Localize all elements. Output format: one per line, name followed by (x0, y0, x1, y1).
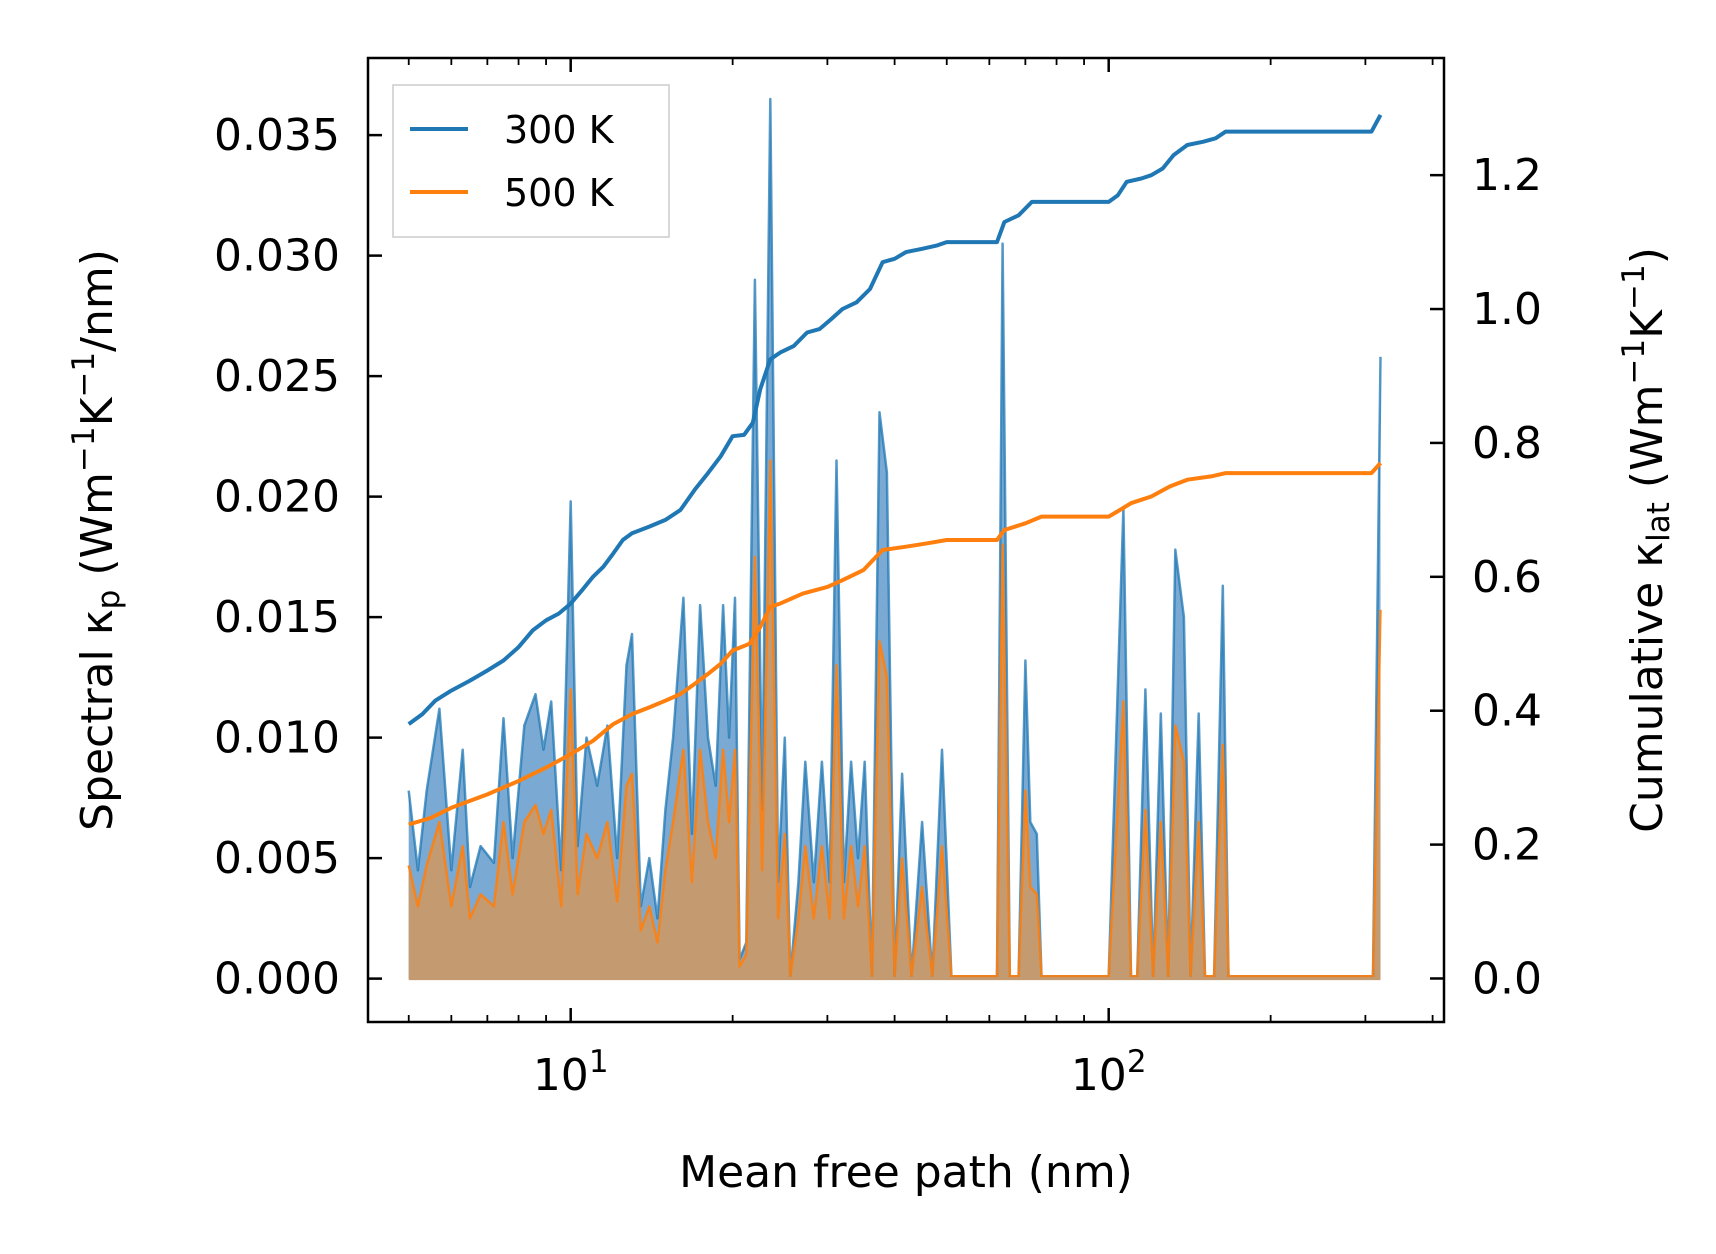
plot-frame (366, 56, 1446, 1024)
cumulative-line-500K (408, 461, 1382, 827)
y-tick-label-right: 1.0 (1472, 284, 1542, 335)
legend-label-500K: 500 K (504, 171, 615, 215)
y-tick-label-left: 0.025 (214, 351, 340, 402)
axis-ticks (368, 58, 1444, 1022)
x-tick-label-base: 10 (533, 1050, 589, 1101)
x-tick-label-base: 10 (1071, 1050, 1127, 1101)
y-tick-label-left: 0.030 (214, 231, 340, 282)
y-tick-label-right: 0.4 (1472, 686, 1542, 737)
y-axis-label-right: Cumulative κlat (Wm−1K−1) (1616, 247, 1677, 833)
y-axis-label-left: Spectral κp (Wm−1K−1/nm) (66, 249, 127, 831)
y-tick-label-left: 0.010 (214, 713, 340, 764)
y-tick-label-left: 0.035 (214, 110, 340, 161)
y-tick-label-left: 0.020 (214, 472, 340, 523)
x-tick-label-exponent: 2 (1127, 1044, 1147, 1080)
cumulative-line-300K (407, 113, 1383, 726)
y-tick-label-left: 0.000 (214, 954, 340, 1005)
x-tick-label: 101 (533, 1044, 609, 1101)
y-tick-label-left: 0.015 (214, 592, 340, 643)
legend-label-300K: 300 K (504, 108, 615, 152)
legend-box (392, 84, 670, 238)
x-tick-label: 102 (1071, 1044, 1147, 1101)
y-tick-label-right: 0.8 (1472, 418, 1542, 469)
y-tick-label-right: 0.0 (1472, 953, 1542, 1004)
x-axis-label: Mean free path (nm) (679, 1147, 1133, 1198)
series-lines (407, 97, 1383, 981)
spectral-fill-areas (408, 99, 1381, 979)
axis-tick-labels: 0.0000.0050.0100.0150.0200.0250.0300.035… (214, 110, 1542, 1101)
spectral-fill-500K (408, 460, 1381, 979)
legend: 300 K 500 K (392, 84, 670, 238)
y-tick-label-right: 1.2 (1472, 150, 1542, 201)
y-tick-label-right: 0.2 (1472, 820, 1542, 871)
spectral-line-500K (407, 459, 1382, 978)
y-tick-label-left: 0.005 (214, 833, 340, 884)
y-tick-label-right: 0.6 (1472, 552, 1542, 603)
x-tick-label-exponent: 1 (589, 1044, 609, 1080)
